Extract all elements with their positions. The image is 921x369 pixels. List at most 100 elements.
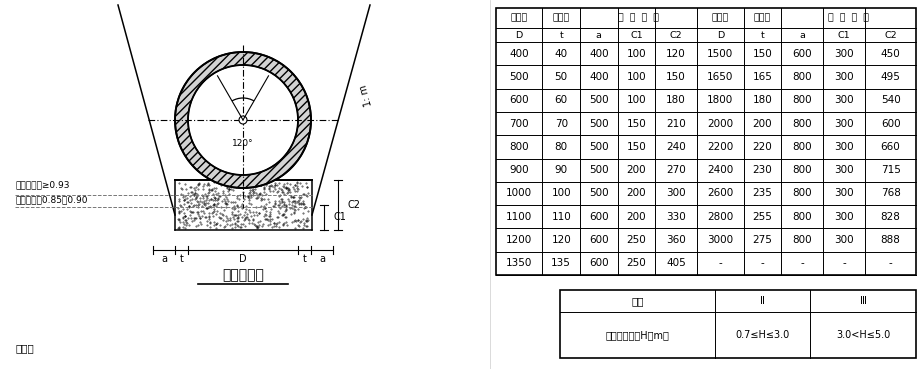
Text: 400: 400 bbox=[509, 49, 529, 59]
Text: 600: 600 bbox=[880, 118, 901, 128]
Text: 768: 768 bbox=[880, 189, 901, 199]
Text: 1650: 1650 bbox=[707, 72, 733, 82]
Text: 100: 100 bbox=[552, 189, 571, 199]
Text: 180: 180 bbox=[752, 95, 772, 105]
Text: 1200: 1200 bbox=[506, 235, 532, 245]
Text: t: t bbox=[559, 31, 563, 39]
Text: 540: 540 bbox=[880, 95, 901, 105]
Text: a: a bbox=[161, 254, 167, 264]
Text: 235: 235 bbox=[752, 189, 773, 199]
Text: 800: 800 bbox=[792, 118, 812, 128]
Text: 1800: 1800 bbox=[707, 95, 733, 105]
Text: 900: 900 bbox=[509, 165, 529, 175]
Text: 1100: 1100 bbox=[506, 212, 532, 222]
Text: 200: 200 bbox=[626, 165, 647, 175]
Text: 250: 250 bbox=[626, 235, 647, 245]
Text: 500: 500 bbox=[509, 72, 529, 82]
Text: 120°: 120° bbox=[232, 139, 254, 148]
Text: 495: 495 bbox=[880, 72, 901, 82]
Text: 90: 90 bbox=[554, 165, 567, 175]
Text: 500: 500 bbox=[589, 142, 609, 152]
Text: 100: 100 bbox=[626, 49, 647, 59]
Text: 180: 180 bbox=[666, 95, 686, 105]
Text: 800: 800 bbox=[792, 165, 812, 175]
Text: 500: 500 bbox=[589, 165, 609, 175]
Text: 1500: 1500 bbox=[707, 49, 733, 59]
Text: 管  基  尺  寸: 管 基 尺 寸 bbox=[828, 14, 869, 23]
Text: 275: 275 bbox=[752, 235, 773, 245]
Text: 300: 300 bbox=[834, 95, 854, 105]
Text: C2: C2 bbox=[884, 31, 897, 39]
Text: 400: 400 bbox=[589, 49, 609, 59]
Text: 660: 660 bbox=[880, 142, 901, 152]
Text: Ⅱ: Ⅱ bbox=[760, 296, 765, 306]
Polygon shape bbox=[175, 52, 311, 188]
Text: 200: 200 bbox=[752, 118, 772, 128]
Text: 1350: 1350 bbox=[506, 258, 532, 268]
Text: 管  基  尺  寸: 管 基 尺 寸 bbox=[618, 14, 659, 23]
Text: 300: 300 bbox=[834, 72, 854, 82]
Text: -: - bbox=[889, 258, 892, 268]
Text: 管内径: 管内径 bbox=[712, 14, 729, 23]
Text: 210: 210 bbox=[666, 118, 686, 128]
Text: 100: 100 bbox=[626, 72, 647, 82]
Text: C1: C1 bbox=[333, 213, 346, 223]
Text: 300: 300 bbox=[834, 49, 854, 59]
Text: 150: 150 bbox=[666, 72, 686, 82]
Text: 管壁厚: 管壁厚 bbox=[553, 14, 570, 23]
Text: 压实系数：≥0.93: 压实系数：≥0.93 bbox=[15, 180, 69, 190]
Text: 165: 165 bbox=[752, 72, 773, 82]
Text: 220: 220 bbox=[752, 142, 772, 152]
Circle shape bbox=[239, 116, 247, 124]
Text: 150: 150 bbox=[626, 118, 647, 128]
Text: C2: C2 bbox=[670, 31, 682, 39]
Text: 135: 135 bbox=[552, 258, 571, 268]
Text: 50: 50 bbox=[554, 72, 567, 82]
Text: 基础断面图: 基础断面图 bbox=[222, 268, 264, 282]
Text: 1000: 1000 bbox=[507, 189, 532, 199]
Text: 300: 300 bbox=[667, 189, 686, 199]
Text: C2: C2 bbox=[347, 200, 360, 210]
Text: a: a bbox=[319, 254, 325, 264]
Text: -: - bbox=[761, 258, 764, 268]
Text: 450: 450 bbox=[880, 49, 901, 59]
Text: 270: 270 bbox=[666, 165, 686, 175]
Text: 300: 300 bbox=[834, 212, 854, 222]
Text: -: - bbox=[718, 258, 722, 268]
Text: 715: 715 bbox=[880, 165, 901, 175]
Text: 600: 600 bbox=[589, 235, 609, 245]
Text: 800: 800 bbox=[792, 212, 812, 222]
Text: Ⅲ: Ⅲ bbox=[859, 296, 867, 306]
Text: D: D bbox=[717, 31, 724, 39]
Text: 300: 300 bbox=[834, 235, 854, 245]
Text: 80: 80 bbox=[554, 142, 567, 152]
Text: -: - bbox=[800, 258, 804, 268]
Text: 200: 200 bbox=[626, 212, 647, 222]
Text: 888: 888 bbox=[880, 235, 901, 245]
Text: 2800: 2800 bbox=[707, 212, 733, 222]
Text: 300: 300 bbox=[834, 142, 854, 152]
Text: t: t bbox=[303, 254, 307, 264]
Text: 120: 120 bbox=[666, 49, 686, 59]
Text: 800: 800 bbox=[792, 95, 812, 105]
Text: 240: 240 bbox=[666, 142, 686, 152]
Text: 405: 405 bbox=[666, 258, 686, 268]
Text: 管壁厚: 管壁厚 bbox=[753, 14, 771, 23]
Text: 800: 800 bbox=[792, 235, 812, 245]
Text: 250: 250 bbox=[626, 258, 647, 268]
Text: 2400: 2400 bbox=[707, 165, 733, 175]
Text: 说明：: 说明： bbox=[15, 343, 34, 353]
Text: a: a bbox=[799, 31, 805, 39]
Text: 100: 100 bbox=[626, 95, 647, 105]
Text: 3000: 3000 bbox=[707, 235, 733, 245]
Text: 300: 300 bbox=[834, 165, 854, 175]
Text: 800: 800 bbox=[792, 142, 812, 152]
Text: 800: 800 bbox=[792, 189, 812, 199]
Text: 计算覆土高度H（m）: 计算覆土高度H（m） bbox=[606, 330, 670, 340]
Text: C1: C1 bbox=[838, 31, 850, 39]
Text: 管级: 管级 bbox=[631, 296, 644, 306]
Text: 230: 230 bbox=[752, 165, 772, 175]
Text: 400: 400 bbox=[589, 72, 609, 82]
Text: 800: 800 bbox=[509, 142, 529, 152]
Text: 255: 255 bbox=[752, 212, 773, 222]
